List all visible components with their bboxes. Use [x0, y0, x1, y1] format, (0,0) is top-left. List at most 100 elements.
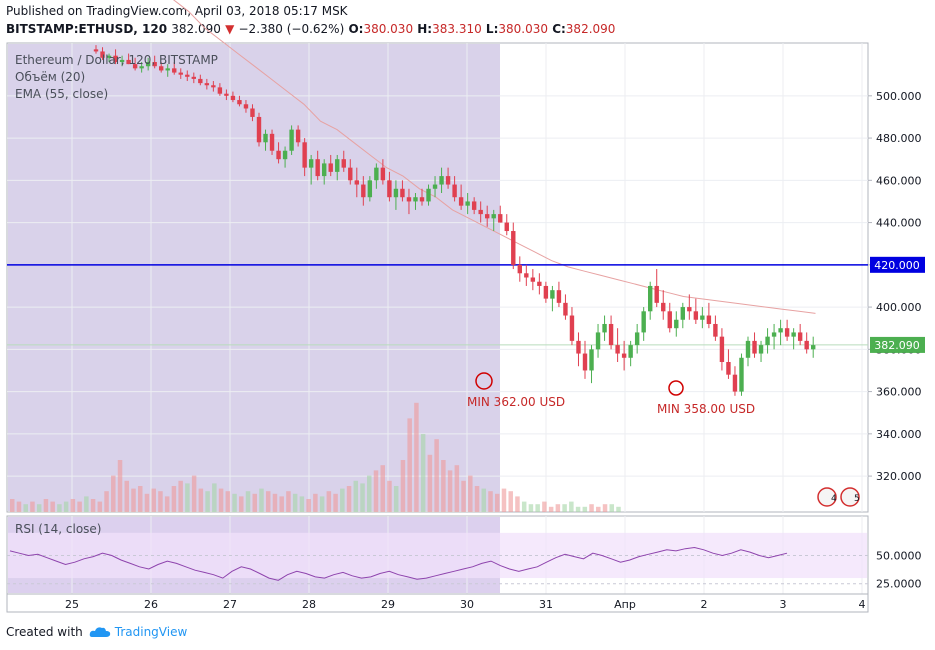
volume-bar — [185, 483, 190, 512]
candle-body — [289, 129, 294, 151]
y-tick-label: 460.000 — [876, 174, 922, 187]
min-marker-1 — [475, 372, 493, 390]
event-flag-count: 5 — [854, 494, 860, 504]
candle-body — [471, 201, 477, 210]
volume-bar — [501, 488, 507, 512]
volume-bar — [488, 491, 493, 512]
volume-bar — [111, 475, 116, 512]
candle-body — [543, 285, 549, 299]
annotation-min-2: MIN 358.00 USD — [657, 402, 755, 416]
volume-bar — [43, 499, 49, 512]
volume-bar — [400, 460, 406, 512]
candle-body — [504, 222, 509, 232]
candle-body — [797, 332, 803, 341]
candle-body — [771, 332, 777, 337]
volume-bar — [393, 486, 399, 512]
volume-bar — [454, 465, 460, 512]
candle-body — [537, 281, 542, 286]
symbol: BITSTAMP:ETHUSD, 120 — [6, 22, 168, 36]
candle-body — [452, 184, 457, 198]
candle-body — [426, 188, 431, 202]
candle-body — [758, 345, 764, 354]
volume-bar — [137, 486, 143, 512]
volume-bar — [124, 480, 130, 512]
rsi-pane[interactable]: 25.0000 50.0000 — [6, 515, 922, 595]
candle-body — [458, 197, 464, 206]
y-tick-label: 320.000 — [876, 470, 922, 483]
volume-bar — [569, 501, 574, 512]
time-axis-frame — [6, 593, 869, 613]
volume-bar — [191, 475, 197, 512]
rsi-line — [9, 546, 788, 581]
tradingview-link[interactable]: TradingView — [89, 625, 188, 639]
volume-bar — [90, 499, 96, 512]
volume-bar — [474, 486, 480, 512]
low-label: L: — [485, 22, 499, 36]
low-value: 380.030 — [498, 22, 548, 36]
volume-bar — [535, 504, 540, 512]
candle-body — [419, 197, 425, 202]
volume-bar — [218, 488, 224, 512]
candle-body — [667, 311, 672, 329]
volume-bar — [97, 501, 103, 512]
volume-bar — [245, 491, 251, 512]
volume-bar — [542, 501, 547, 512]
volume-bar — [434, 439, 439, 512]
volume-bar — [616, 506, 621, 512]
x-tick-label: 26 — [144, 598, 158, 611]
x-tick-label: 27 — [223, 598, 237, 611]
candle-body — [719, 336, 725, 363]
brand-name: TradingView — [114, 625, 188, 639]
published-note: Published on TradingView.com, April 03, … — [6, 4, 348, 18]
x-tick-label: 30 — [460, 598, 474, 611]
volume-bar — [548, 506, 554, 512]
candle-body — [432, 184, 438, 189]
footer: Created with TradingView — [6, 625, 187, 639]
volume-bar — [468, 475, 473, 512]
candle-body — [739, 357, 744, 392]
volume-bar — [272, 493, 278, 512]
volume-bar — [515, 496, 520, 512]
candle-body — [778, 328, 783, 333]
volume-bar — [427, 454, 433, 512]
candle-body — [680, 307, 685, 320]
candle-body — [765, 336, 770, 346]
candle-body — [263, 133, 268, 143]
volume-bar — [346, 486, 352, 512]
volume-bar — [528, 504, 534, 512]
candle-body — [374, 167, 379, 181]
price-pane[interactable]: 320.000340.000360.000380.000400.000420.0… — [6, 0, 925, 513]
legend-volume: Объём (20) — [15, 70, 86, 84]
candle-body — [745, 340, 751, 358]
volume-bar — [420, 434, 426, 512]
volume-bar — [481, 488, 487, 512]
candle-body — [524, 273, 529, 278]
candle-body — [217, 87, 223, 94]
volume-bar — [104, 491, 109, 512]
candle-body — [380, 167, 386, 181]
candle-body — [713, 323, 718, 337]
high-value: 383.310 — [432, 22, 482, 36]
candle-body — [445, 176, 451, 185]
created-with-label: Created with — [6, 625, 83, 639]
candle-body — [230, 95, 236, 101]
volume-bar — [239, 496, 244, 512]
candle-body — [113, 55, 118, 63]
candle-body — [563, 302, 568, 316]
candle-body — [791, 332, 796, 337]
volume-bar — [144, 493, 150, 512]
open-value: 380.030 — [363, 22, 414, 36]
volume-bar — [461, 480, 466, 512]
candle-body — [576, 340, 581, 354]
candle-body — [256, 116, 262, 143]
legend-ema: EMA (55, close) — [15, 87, 109, 101]
candle-body — [198, 78, 203, 84]
volume-bar — [380, 465, 385, 512]
volume-bar — [353, 480, 359, 512]
y-tick-label: 440.000 — [876, 217, 922, 230]
candle-body — [335, 159, 340, 172]
time-axis[interactable]: 25 26 27 28 29 30 31 Апр 2 3 4 — [6, 593, 869, 613]
x-tick-label: 25 — [65, 598, 79, 611]
volume-bar — [50, 501, 55, 512]
